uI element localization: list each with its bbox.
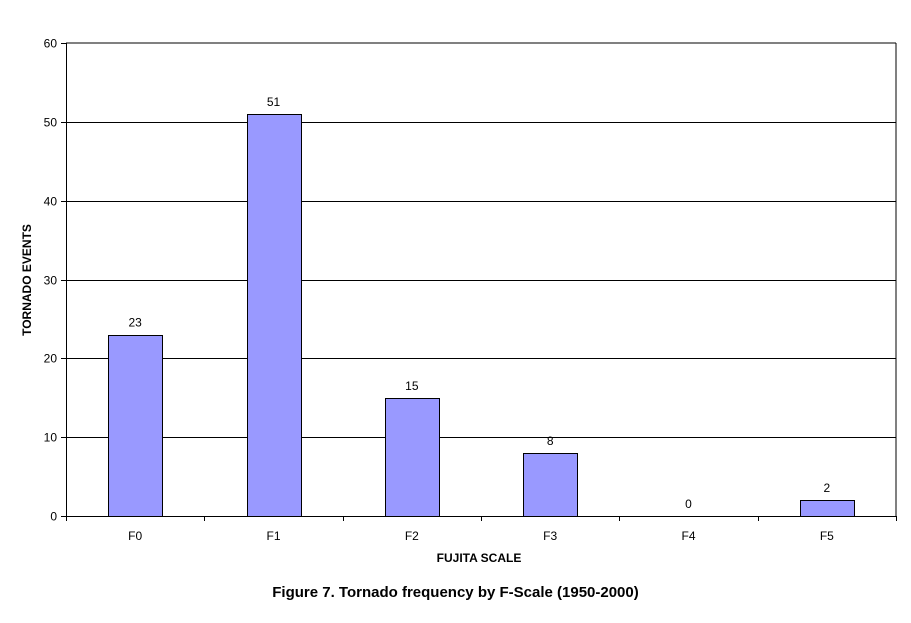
data-label-f2: 15 [405, 379, 419, 393]
bar-f1 [247, 114, 302, 517]
y-tick-label: 20 [44, 352, 58, 366]
data-label-f3: 8 [547, 434, 554, 448]
data-label-f5: 2 [823, 481, 830, 495]
chart: 23 51 15 8 0 2 0 10 20 30 40 50 60 F0 F1 F2 F3 F4 F5 FUJ… [20, 37, 897, 565]
y-axis-title: TORNADO EVENTS [20, 224, 34, 336]
x-axis-title: FUJITA SCALE [437, 551, 522, 565]
data-labels: 23 51 15 8 0 2 [128, 95, 830, 511]
x-tick-label: F3 [543, 529, 557, 543]
x-tick-label: F5 [820, 529, 834, 543]
bar-f2 [385, 398, 440, 517]
data-label-f0: 23 [128, 316, 142, 330]
y-tick-labels: 0 10 20 30 40 50 60 [44, 37, 58, 524]
y-tick-label: 10 [44, 431, 58, 445]
x-tick-label: F2 [405, 529, 419, 543]
y-tick-label: 0 [50, 510, 57, 524]
x-tick-labels: F0 F1 F2 F3 F4 F5 [128, 529, 834, 543]
y-tick-label: 50 [44, 116, 58, 130]
gridlines [66, 122, 896, 438]
bars [108, 114, 855, 517]
x-tick-label: F1 [266, 529, 280, 543]
y-tick-label: 60 [44, 37, 58, 51]
bar-f0 [108, 335, 163, 517]
figure-caption: Figure 7. Tornado frequency by F-Scale (… [272, 584, 639, 601]
y-tick-label: 30 [44, 274, 58, 288]
axes [61, 42, 897, 521]
bar-f5 [800, 500, 855, 517]
x-tick-label: F4 [681, 529, 695, 543]
y-tick-label: 40 [44, 195, 58, 209]
bar-f3 [523, 453, 578, 517]
data-label-f4: 0 [685, 497, 692, 511]
data-label-f1: 51 [267, 95, 281, 109]
x-tick-label: F0 [128, 529, 142, 543]
